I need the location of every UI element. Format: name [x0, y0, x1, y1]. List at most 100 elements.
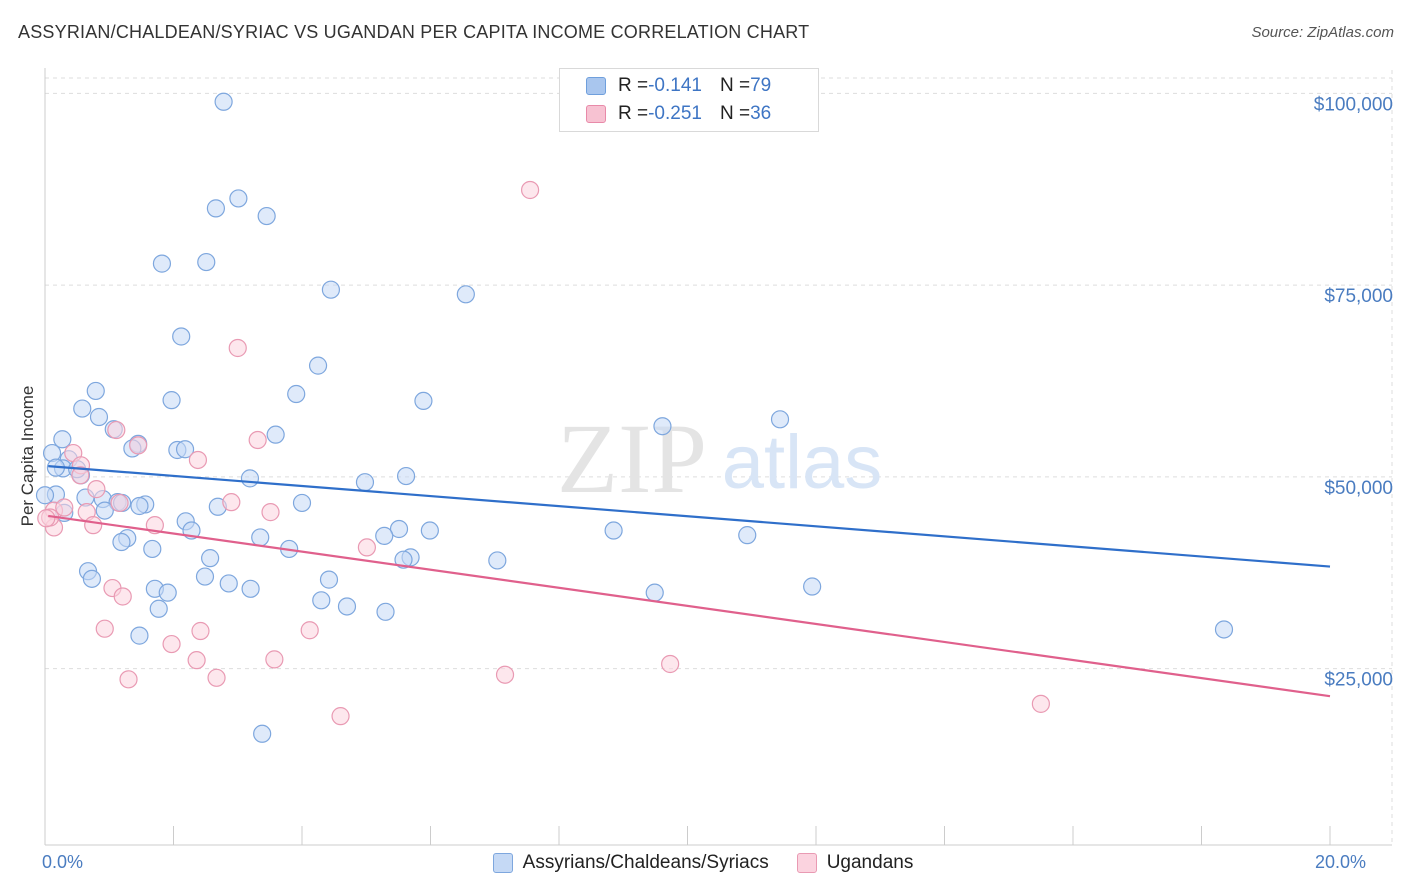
y-tick-label: $75,000 [1324, 286, 1393, 307]
watermark: ZIP atlas [557, 403, 882, 514]
stats-r-label: R = [618, 75, 649, 96]
assyrian-point [604, 521, 623, 540]
assyrian-point [770, 410, 790, 429]
assyrian-point [214, 92, 233, 111]
x-tick-label-max: 20.0% [1314, 852, 1366, 872]
assyrian-trend-line [48, 465, 1331, 568]
ugandan-point [228, 338, 247, 358]
assyrian-point [257, 206, 276, 226]
legend-label-ugandan: Ugandans [826, 852, 914, 873]
assyrian-point [201, 549, 220, 568]
assyrian-point [396, 466, 416, 486]
grid-layer [45, 70, 1393, 845]
ugandan-point [162, 634, 181, 654]
assyrian-point [308, 356, 328, 375]
ugandan-point [113, 587, 132, 606]
ugandan-point [495, 665, 515, 684]
stats-r-value: -0.141 [648, 75, 702, 96]
assyrian-point [240, 469, 260, 488]
assyrian-point [803, 577, 822, 596]
ugandan-point [300, 621, 319, 640]
ugandan-point [265, 650, 284, 669]
ugandan-point [331, 707, 350, 726]
assyrian-point [175, 440, 195, 459]
watermark-atlas: atlas [722, 420, 883, 505]
ugandan-point [119, 670, 138, 689]
ugandan-point [1031, 694, 1050, 713]
assyrian-point [152, 254, 172, 273]
ugandan-point [129, 436, 148, 455]
stats-row-assyrian: R = -0.141 N = 79 [586, 74, 771, 98]
assyrian-point [82, 569, 102, 588]
assyrian-point [321, 280, 341, 299]
legend-swatch-assyrian [492, 853, 513, 873]
ugandan-point [248, 430, 267, 450]
ugandan-point [87, 480, 106, 499]
assyrian-point [292, 493, 312, 513]
assyrian-point [253, 724, 272, 743]
assyrian-point [95, 501, 114, 520]
legend-item-assyrian[interactable]: Assyrians/Chaldeans/Syriacs [492, 852, 769, 874]
assyrian-point [420, 521, 439, 540]
ugandan-trend-line [48, 514, 1331, 698]
stats-n-value: 36 [750, 103, 772, 124]
assyrian-point [738, 526, 757, 545]
assyrian-point [414, 391, 433, 411]
assyrian-point [266, 425, 285, 444]
assyrian-point [53, 430, 72, 449]
stats-swatch-ugandan [586, 105, 606, 123]
assyrian-point [375, 526, 394, 545]
assyrian-point [653, 417, 672, 436]
assyrian-point [158, 583, 177, 602]
y-tick-label: $50,000 [1324, 478, 1393, 499]
stats-n-label: N = [719, 103, 751, 124]
assyrian-point [172, 327, 191, 346]
stats-r-label: R = [618, 103, 649, 124]
ugandan-point [71, 466, 90, 485]
ugandan-point [261, 503, 280, 522]
assyrian-point [389, 519, 409, 539]
ugandan-point [84, 516, 103, 535]
watermark-zip: ZIP [557, 403, 707, 514]
assyrian-point [130, 496, 149, 516]
assyrian-point [162, 391, 181, 410]
trend-layer [48, 465, 1331, 698]
ugandan-point [207, 668, 226, 687]
assyrian-point [456, 285, 475, 304]
assyrian-point [312, 591, 331, 610]
stats-swatch-assyrian [586, 77, 606, 95]
ugandan-point [107, 420, 126, 440]
assyrian-point [337, 597, 357, 616]
ugandan-point [191, 621, 210, 641]
assyrian-point [319, 570, 339, 589]
assyrian-point [645, 583, 664, 602]
ugandan-point [110, 493, 129, 513]
y-tick-labels: $25,000 $50,000 $75,000 $100,000 [1314, 94, 1393, 690]
ugandan-point [37, 509, 56, 528]
chart-title: ASSYRIAN/CHALDEAN/SYRIAC VS UGANDAN PER … [18, 22, 810, 42]
ugandan-point [55, 498, 74, 517]
chart-legend: Assyrians/Chaldeans/Syriacs Ugandans [0, 852, 1406, 874]
legend-label-assyrian: Assyrians/Chaldeans/Syriacs [522, 852, 769, 873]
assyrian-point [86, 381, 105, 401]
stats-n-label: N = [719, 75, 751, 96]
assyrian-point [219, 574, 238, 593]
assyrian-point [35, 486, 55, 505]
assyrian-point [287, 384, 306, 404]
legend-swatch-ugandan [796, 853, 817, 873]
y-tick-label: $100,000 [1314, 94, 1393, 115]
ugandan-point [188, 450, 208, 470]
assyrian-point [229, 189, 248, 208]
stats-r-value: -0.251 [648, 103, 702, 124]
legend-item-ugandan[interactable]: Ugandans [796, 852, 914, 874]
correlation-stats-box: R = -0.141 N = 79 R = -0.251 N = 36 [559, 68, 819, 132]
y-axis-label: Per Capita Income [18, 385, 37, 527]
assyrian-point [355, 473, 375, 492]
assyrian-point [488, 551, 507, 570]
assyrian-point [197, 252, 216, 272]
ugandan-point [222, 493, 241, 512]
assyrian-point [394, 550, 413, 569]
assyrian-point [195, 567, 215, 586]
assyrian-point [1214, 620, 1234, 639]
